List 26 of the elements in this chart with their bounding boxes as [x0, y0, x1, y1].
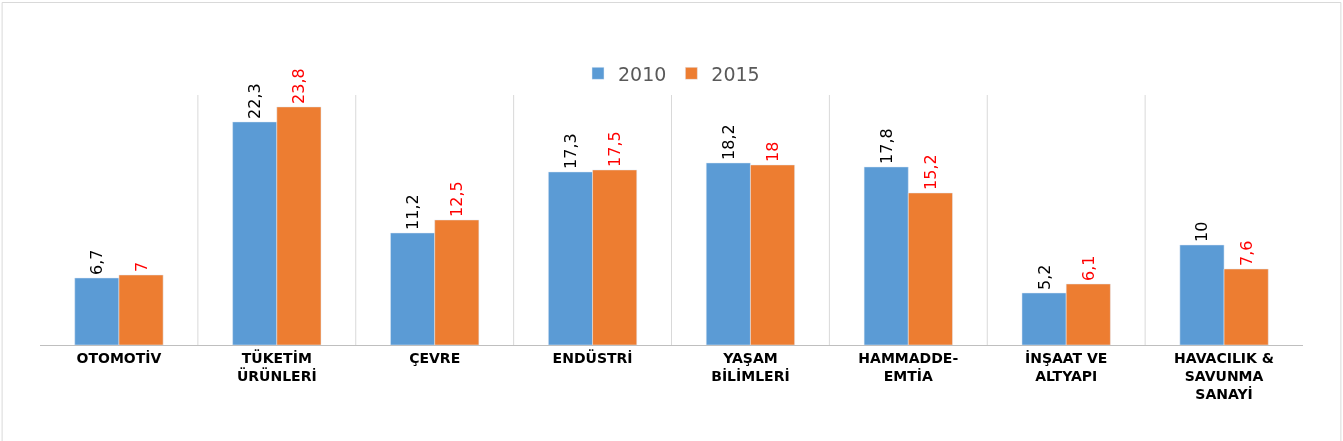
- data-label: 10: [1192, 221, 1212, 242]
- x-tick-label: YAŞAM BİLİMLERİ: [711, 349, 790, 384]
- x-tick-label: TÜKETİM ÜRÜNLERİ: [236, 348, 317, 384]
- x-tick-label: OTOMOTİV: [76, 349, 162, 366]
- legend-label: 2015: [711, 62, 760, 85]
- data-label: 17,5: [605, 131, 625, 167]
- legend-label: 2010: [618, 62, 667, 85]
- data-label: 6,7: [87, 249, 107, 275]
- data-label: 22,3: [245, 83, 265, 119]
- data-label: 7,6: [1236, 240, 1256, 266]
- data-label: 6,1: [1078, 255, 1098, 281]
- x-tick-label: ENDÜSTRİ: [552, 348, 633, 366]
- data-label: 17,8: [876, 128, 896, 164]
- data-label: 17,3: [560, 133, 580, 169]
- data-label: 23,8: [289, 68, 309, 104]
- x-tick-label: HAMMADDE- EMTİA: [858, 349, 959, 384]
- x-tick-label: İNŞAAT VE ALTYAPI: [1024, 349, 1108, 384]
- x-tick-label: HAVACILIK & SAVUNMA SANAYİ: [1174, 349, 1274, 403]
- data-label: 18,2: [718, 124, 738, 160]
- data-label: 7: [131, 261, 151, 272]
- data-label: 11,2: [403, 194, 423, 230]
- data-label: 15,2: [920, 154, 940, 190]
- data-label: 5,2: [1034, 264, 1054, 290]
- data-label: 12,5: [447, 181, 467, 217]
- x-tick-label: ÇEVRE: [409, 349, 461, 366]
- data-label: 18: [763, 141, 783, 162]
